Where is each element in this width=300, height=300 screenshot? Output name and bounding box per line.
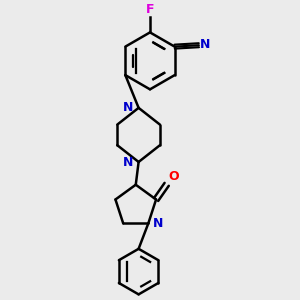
Text: N: N — [122, 156, 133, 169]
Text: N: N — [153, 217, 163, 230]
Text: N: N — [200, 38, 210, 51]
Text: O: O — [168, 170, 179, 183]
Text: N: N — [122, 100, 133, 113]
Text: F: F — [146, 3, 154, 16]
